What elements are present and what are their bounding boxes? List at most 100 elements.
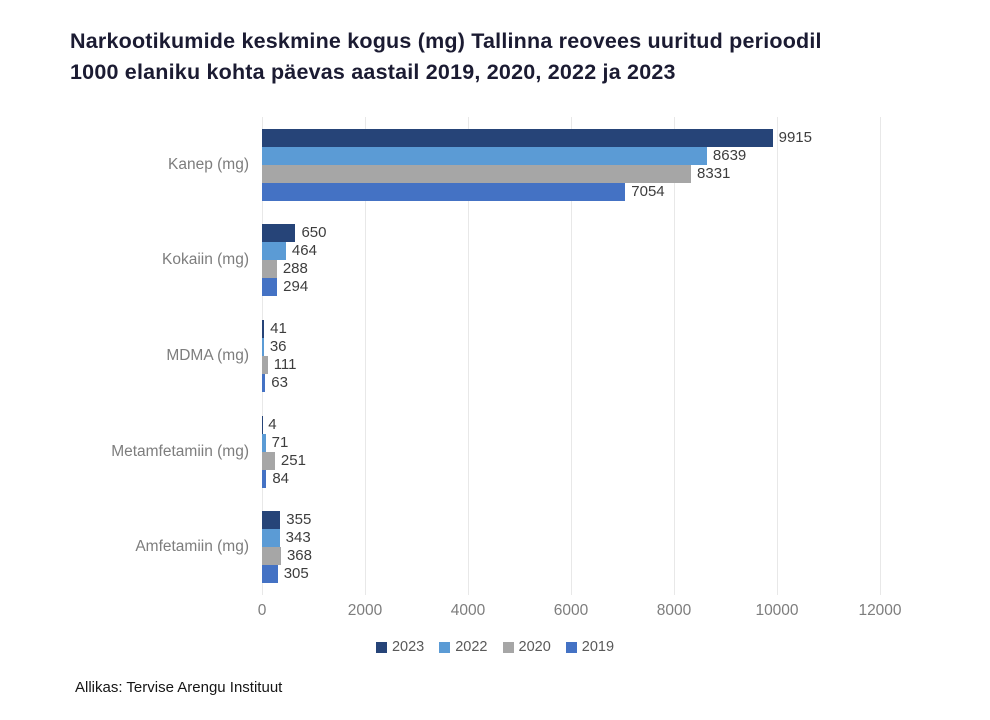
bar-2019 xyxy=(262,182,626,201)
bar-group: 41 36 111 63 xyxy=(262,308,880,404)
x-tick-label: 12000 xyxy=(858,602,902,619)
legend-item-2020: 2020 xyxy=(502,639,551,655)
bar-group: 9915 8639 8331 7054 xyxy=(262,117,880,213)
bar-2019 xyxy=(262,469,267,488)
bar-value-label: 8331 xyxy=(697,164,731,182)
legend-swatch xyxy=(565,641,577,653)
bar-2023 xyxy=(262,511,281,530)
bar-row: 36 xyxy=(262,337,880,356)
bar-2023 xyxy=(262,128,773,147)
bar-2022 xyxy=(262,146,707,165)
bar-row: 251 xyxy=(262,451,880,470)
bar-2022 xyxy=(262,337,264,356)
gridline xyxy=(571,117,572,595)
bar-2019 xyxy=(262,565,278,584)
bar-row: 41 xyxy=(262,319,880,338)
bar-2020 xyxy=(262,547,281,566)
gridline xyxy=(674,117,675,595)
category-label: Kokaiin (mg) xyxy=(162,251,249,269)
gridline xyxy=(468,117,469,595)
bar-value-label: 343 xyxy=(285,529,311,547)
x-tick-label: 2000 xyxy=(347,602,383,619)
bar-row: 84 xyxy=(262,469,880,488)
bar-row: 71 xyxy=(262,433,880,452)
bar-group: 4 71 251 84 xyxy=(262,404,880,500)
bar-2019 xyxy=(262,373,266,392)
bar-row: 294 xyxy=(262,278,880,297)
legend-swatch xyxy=(502,641,514,653)
legend-item-2022: 2022 xyxy=(439,639,488,655)
bar-row: 8331 xyxy=(262,164,880,183)
x-tick-label: 4000 xyxy=(450,602,486,619)
legend-swatch xyxy=(439,641,451,653)
bar-value-label: 650 xyxy=(301,224,327,242)
bar-row: 111 xyxy=(262,355,880,374)
gridline xyxy=(365,117,366,595)
legend-label: 2023 xyxy=(391,639,425,655)
bar-row: 63 xyxy=(262,373,880,392)
bar-value-label: 71 xyxy=(271,433,289,451)
bar-value-label: 4 xyxy=(268,415,277,433)
bar-value-label: 305 xyxy=(283,565,309,583)
bar-row: 305 xyxy=(262,565,880,584)
legend-item-2023: 2023 xyxy=(375,639,425,655)
bar-value-label: 294 xyxy=(283,278,309,296)
bar-2020 xyxy=(262,355,268,374)
chart-title-line-2: 1000 elaniku kohta päevas aastail 2019, … xyxy=(70,60,676,84)
bar-2022 xyxy=(262,433,266,452)
bar-row: 464 xyxy=(262,242,880,261)
category-label: Kanep (mg) xyxy=(168,155,249,173)
category-label: Metamfetamiin (mg) xyxy=(111,442,249,460)
bar-2019 xyxy=(262,278,278,297)
legend-label: 2020 xyxy=(518,639,551,655)
source-note: Allikas: Tervise Arengu Instituut xyxy=(75,679,283,696)
chart-title-line-1: Narkootikumide keskmine kogus (mg) Talli… xyxy=(70,29,822,53)
bar-2022 xyxy=(262,242,286,261)
gridline xyxy=(777,117,778,595)
bar-value-label: 288 xyxy=(282,260,308,278)
plot-area: 9915 8639 8331 7054 650 464 288 294 41 36 111 63 4 71… xyxy=(262,117,881,595)
bar-group: 650 464 288 294 xyxy=(262,213,880,309)
bar-2022 xyxy=(262,529,280,548)
legend-item-2019: 2019 xyxy=(565,639,615,655)
bar-value-label: 63 xyxy=(271,373,288,391)
bar-value-label: 9915 xyxy=(778,128,812,146)
bar-value-label: 251 xyxy=(280,451,306,469)
bar-value-label: 355 xyxy=(286,511,312,529)
x-tick-label: 6000 xyxy=(553,602,589,619)
legend: 2023 2022 2020 2019 xyxy=(0,639,990,655)
bar-row: 7054 xyxy=(262,182,880,201)
bar-row: 355 xyxy=(262,511,880,530)
category-label: Amfetamiin (mg) xyxy=(135,538,249,556)
bar-row: 8639 xyxy=(262,146,880,165)
x-tick-label: 10000 xyxy=(755,602,799,619)
bar-chart: Kanep (mg) Kokaiin (mg) MDMA (mg) Metamfeta… xyxy=(70,117,902,622)
bar-2020 xyxy=(262,451,275,470)
legend-label: 2022 xyxy=(455,639,488,655)
category-labels: Kanep (mg) Kokaiin (mg) MDMA (mg) Metamfeta… xyxy=(70,117,262,622)
x-tick-label: 0 xyxy=(257,602,267,619)
category-label: MDMA (mg) xyxy=(166,346,249,364)
bar-group: 355 343 368 305 xyxy=(262,499,880,595)
legend-swatch xyxy=(375,641,387,653)
bar-row: 650 xyxy=(262,224,880,243)
plot-column: 9915 8639 8331 7054 650 464 288 294 41 36 111 63 4 71… xyxy=(258,117,902,622)
bar-row: 368 xyxy=(262,547,880,566)
bar-value-label: 368 xyxy=(286,547,312,565)
x-tick-label: 8000 xyxy=(656,602,692,619)
legend-label: 2019 xyxy=(581,639,615,655)
x-axis: 0 2000 4000 6000 8000 10000 12000 xyxy=(258,602,902,622)
bar-value-label: 111 xyxy=(273,355,297,373)
bar-2020 xyxy=(262,260,277,279)
bar-value-label: 8639 xyxy=(712,146,747,164)
bar-value-label: 84 xyxy=(272,469,289,487)
bar-value-label: 41 xyxy=(270,319,287,337)
bar-row: 288 xyxy=(262,260,880,279)
bar-2023 xyxy=(262,319,265,338)
bar-2023 xyxy=(262,224,296,243)
bar-value-label: 36 xyxy=(269,337,287,355)
bar-row: 9915 xyxy=(262,128,880,147)
bar-value-label: 464 xyxy=(291,242,317,260)
chart-title: Narkootikumide keskmine kogus (mg) Talli… xyxy=(70,26,950,88)
